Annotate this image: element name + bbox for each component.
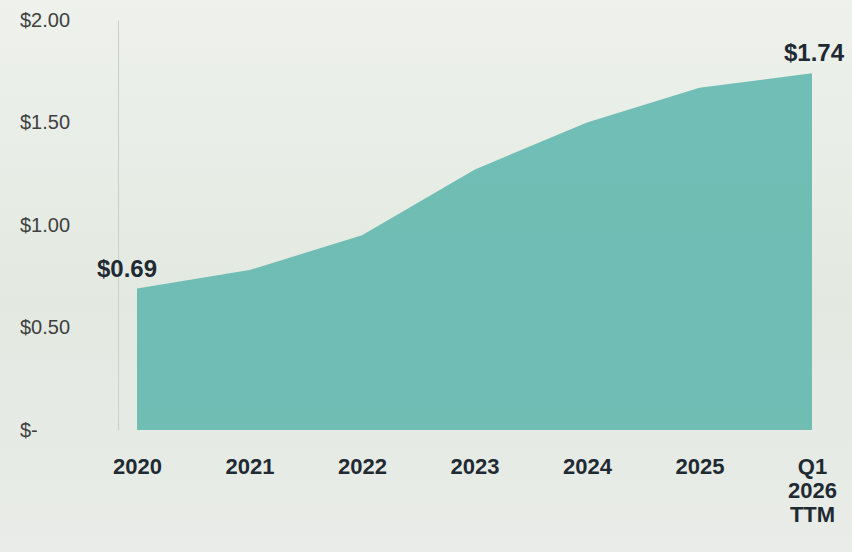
x-tick-label: 2025 bbox=[676, 454, 725, 479]
x-axis: 2020 2021 2022 2023 2024 2025 Q12026TTM bbox=[113, 430, 837, 527]
x-tick: 2024 bbox=[563, 430, 613, 479]
y-tick: $1.50 bbox=[20, 111, 118, 133]
x-tick: 2025 bbox=[676, 430, 725, 479]
y-axis: $- $0.50 $1.00 $1.50 $2.00 bbox=[20, 9, 119, 441]
y-tick: $2.00 bbox=[20, 9, 118, 31]
y-tick-label: $1.50 bbox=[20, 111, 70, 133]
x-tick-label: 2024 bbox=[563, 454, 613, 479]
x-axis-line bbox=[138, 430, 813, 431]
data-label: $0.69 bbox=[97, 255, 157, 282]
area bbox=[137, 73, 812, 430]
y-tick-label: $2.00 bbox=[20, 9, 70, 31]
y-tick-label: $0.50 bbox=[20, 316, 70, 338]
x-tick: 2021 bbox=[226, 430, 275, 479]
x-tick-label: 2022 bbox=[338, 454, 387, 479]
plot-area bbox=[137, 73, 812, 430]
x-tick-label: 2020 bbox=[113, 454, 162, 479]
x-tick: 2020 bbox=[113, 430, 162, 479]
x-tick: 2022 bbox=[338, 430, 387, 479]
x-tick: Q12026TTM bbox=[788, 430, 837, 527]
y-tick-label: $- bbox=[20, 419, 38, 441]
x-tick-label: Q12026TTM bbox=[788, 454, 837, 527]
data-label: $1.74 bbox=[784, 39, 845, 66]
y-axis-line bbox=[118, 21, 119, 431]
y-tick: $0.50 bbox=[20, 316, 118, 338]
x-tick: 2023 bbox=[451, 430, 500, 479]
y-tick-label: $1.00 bbox=[20, 214, 70, 236]
y-tick: $1.00 bbox=[20, 214, 118, 236]
x-tick-label: 2023 bbox=[451, 454, 500, 479]
x-tick-label: 2021 bbox=[226, 454, 275, 479]
y-tick: $- bbox=[20, 419, 118, 441]
chart: $-$0.50$1.00$1.50$2.00202020212022202320… bbox=[0, 0, 852, 552]
